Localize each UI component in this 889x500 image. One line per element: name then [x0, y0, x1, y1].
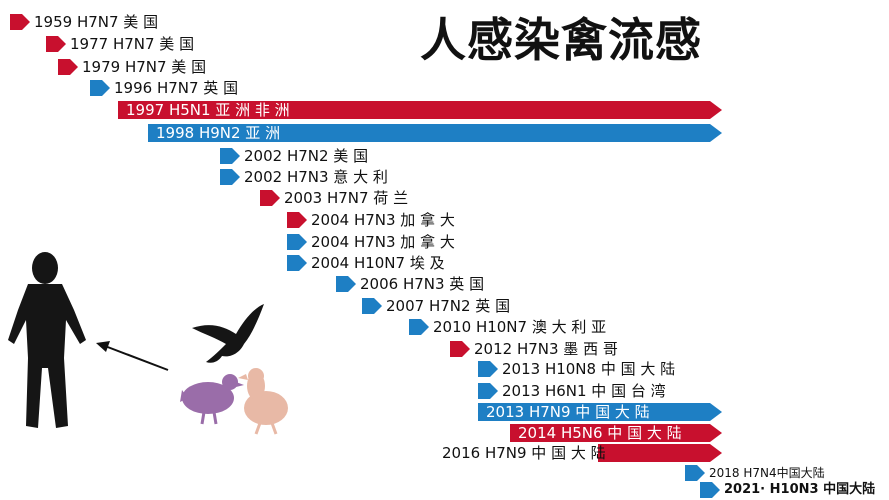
event-label: 2002 H7N2 美 国 — [244, 147, 369, 165]
event-label: 2013 H6N1 中 国 台 湾 — [502, 382, 666, 400]
event-label: 2007 H7N2 英 国 — [386, 297, 511, 315]
event-marker — [10, 14, 30, 30]
event-bar — [478, 403, 722, 421]
person-icon — [8, 252, 86, 428]
event-label: 2012 H7N3 墨 西 哥 — [474, 340, 618, 358]
event-label: 1977 H7N7 美 国 — [70, 35, 195, 53]
event-marker — [478, 383, 498, 399]
event-label: 2014 H5N6 中 国 大 陆 — [518, 424, 682, 442]
event-marker — [46, 36, 66, 52]
event-marker — [409, 319, 429, 335]
event-label: 2002 H7N3 意 大 利 — [244, 168, 388, 186]
transmission-arrow-icon — [96, 341, 169, 371]
event-marker — [700, 482, 720, 498]
event-marker — [287, 255, 307, 271]
event-bar — [148, 124, 722, 142]
bird-icon — [192, 304, 264, 363]
event-marker — [260, 190, 280, 206]
event-label: 2013 H7N9 中 国 大 陆 — [486, 403, 650, 421]
event-marker — [362, 298, 382, 314]
duck-icon — [238, 368, 288, 435]
event-label: 1996 H7N7 英 国 — [114, 79, 239, 97]
event-marker — [336, 276, 356, 292]
event-label: 1997 H5N1 亚 洲 非 洲 — [126, 101, 290, 119]
event-label: 2021· H10N3 中国大陆 — [724, 482, 876, 497]
event-label: 2013 H10N8 中 国 大 陆 — [502, 360, 676, 378]
event-marker — [287, 234, 307, 250]
transmission-illustration — [8, 252, 288, 435]
event-marker — [220, 148, 240, 164]
event-label: 1959 H7N7 美 国 — [34, 13, 159, 31]
event-label: 2016 H7N9 中 国 大 陆 — [442, 444, 606, 462]
event-label: 2018 H7N4中国大陆 — [709, 466, 825, 480]
event-label: 2010 H10N7 澳 大 利 亚 — [433, 318, 607, 336]
event-label: 2003 H7N7 荷 兰 — [284, 189, 409, 207]
chicken-icon — [180, 374, 244, 425]
event-bar — [510, 424, 722, 442]
event-label: 2006 H7N3 英 国 — [360, 275, 485, 293]
event-label: 1979 H7N7 美 国 — [82, 58, 207, 76]
event-label: 2004 H7N3 加 拿 大 — [311, 233, 455, 251]
event-marker — [450, 341, 470, 357]
event-marker — [58, 59, 78, 75]
event-marker — [90, 80, 110, 96]
event-marker — [287, 212, 307, 228]
event-marker — [685, 465, 705, 481]
event-bar — [598, 444, 722, 462]
page-title: 人感染禽流感 — [420, 13, 702, 67]
event-bar — [118, 101, 722, 119]
event-marker — [478, 361, 498, 377]
event-label: 2004 H7N3 加 拿 大 — [311, 211, 455, 229]
event-label: 1998 H9N2 亚 洲 — [156, 124, 281, 142]
event-marker — [220, 169, 240, 185]
event-label: 2004 H10N7 埃 及 — [311, 254, 445, 272]
